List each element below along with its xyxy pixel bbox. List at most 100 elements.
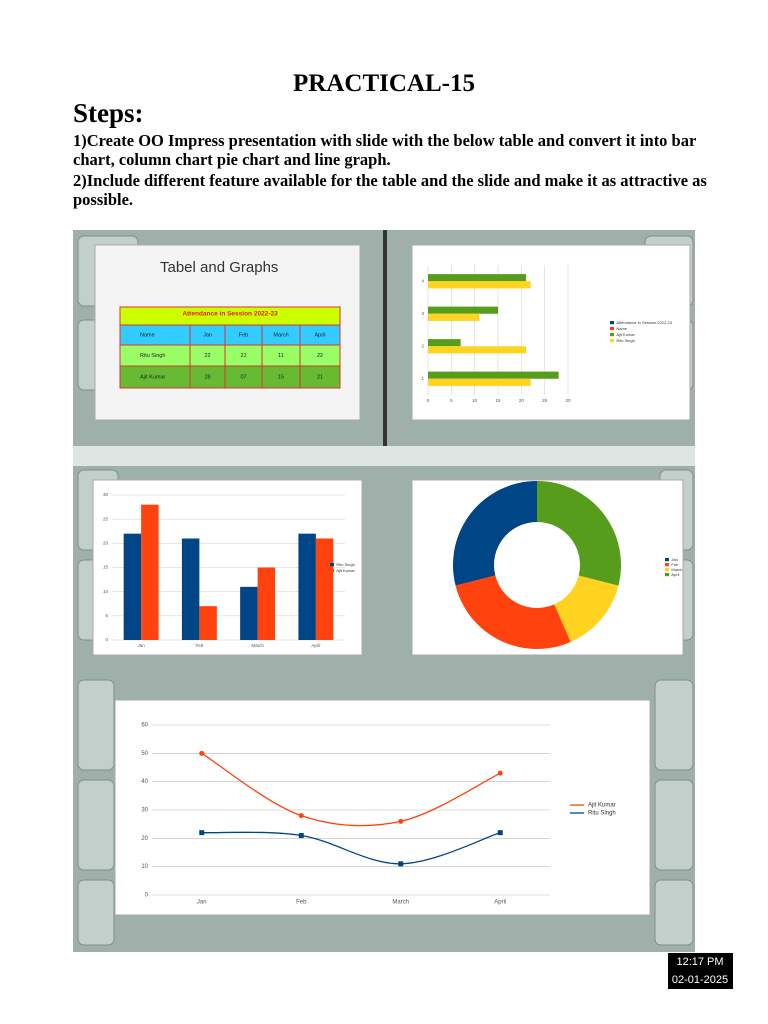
y-tick-label: 0 <box>145 893 149 899</box>
marker <box>398 861 404 867</box>
legend-swatch <box>330 563 334 567</box>
x-tick-label: 0 <box>427 398 430 403</box>
marker <box>398 818 404 824</box>
legend-label: Ajit Kumar <box>616 332 635 337</box>
table: Attendance in Session 2022-23 Name Jan Feb M… <box>119 306 341 389</box>
pie-slice <box>537 481 621 586</box>
y-tick-label: 4 <box>421 278 424 283</box>
table-cell <box>299 365 341 389</box>
legend-label: Attendance in Session 2022-23 <box>616 320 672 325</box>
legend-label: Ritu Singh <box>616 338 634 343</box>
table-cell-text: 21 <box>240 353 246 359</box>
x-tick-label: Jan <box>197 900 207 906</box>
table-cell-text: April <box>314 332 325 338</box>
legend-swatch <box>610 327 614 331</box>
legend-label: Jan <box>671 557 677 562</box>
x-tick-label: 30 <box>565 398 571 403</box>
y-tick-label: 3 <box>421 311 424 316</box>
pie-slice <box>554 575 619 642</box>
line <box>201 752 501 827</box>
bar <box>428 371 559 379</box>
table-cell-text: 11 <box>278 353 284 359</box>
legend-label: Ritu Singh <box>588 811 616 817</box>
table-cell-text: Feb <box>239 332 248 338</box>
table-cell-text: 21 <box>317 374 323 380</box>
table-caption: Attendance in Session 2022-23 <box>182 311 278 318</box>
table-cell <box>119 324 191 346</box>
bar <box>428 274 526 282</box>
y-tick-label: 25 <box>103 516 109 521</box>
y-tick-label: 30 <box>103 492 109 497</box>
y-tick-label: 20 <box>141 836 148 842</box>
date: 02-01-2025 <box>672 974 728 986</box>
legend-swatch <box>610 339 614 343</box>
doc-title: PRACTICAL-15 <box>293 70 475 97</box>
y-tick-label: 0 <box>105 637 108 642</box>
legend-label: Feb <box>671 562 679 567</box>
bar <box>428 281 531 289</box>
legend-swatch <box>610 333 614 337</box>
y-tick-label: 15 <box>103 565 109 570</box>
bar <box>315 538 334 640</box>
y-tick-label: 5 <box>105 613 108 618</box>
x-tick-label: March <box>251 643 264 648</box>
legend-swatch <box>665 563 669 567</box>
x-tick-label: April <box>311 643 320 648</box>
x-tick-label: Feb <box>296 900 307 906</box>
bar <box>123 533 142 640</box>
legend-swatch <box>610 321 614 325</box>
line <box>201 831 501 865</box>
table-cell-text: Ritu Singh <box>140 353 165 359</box>
bar <box>428 313 480 321</box>
pie-slice <box>455 575 571 649</box>
legend-swatch <box>665 568 669 572</box>
table-cell-text: March <box>273 332 288 338</box>
x-tick-label: 5 <box>450 398 453 403</box>
y-tick-label: 50 <box>141 751 148 757</box>
y-tick-label: 10 <box>103 589 109 594</box>
gap <box>73 446 695 466</box>
marker <box>497 830 503 836</box>
slide-title: Tabel and Graphs <box>160 259 278 276</box>
legend-label: Name <box>616 326 627 331</box>
x-tick-label: 10 <box>472 398 478 403</box>
x-tick-label: 25 <box>542 398 548 403</box>
x-tick-label: Jan <box>137 643 145 648</box>
table-cell-text: 15 <box>278 374 284 380</box>
bar <box>181 538 200 640</box>
legend-label: April <box>671 572 679 577</box>
table-cell-text: 22 <box>317 353 323 359</box>
y-tick-label: 1 <box>421 376 424 381</box>
table-cell-text: 07 <box>240 374 246 380</box>
y-tick-label: 60 <box>141 723 148 729</box>
y-tick-label: 20 <box>103 541 109 546</box>
y-tick-label: 2 <box>421 343 424 348</box>
legend-label: Ajit Kumar <box>336 568 355 573</box>
table-cell-text: Ajit Kumar <box>140 374 166 380</box>
bar <box>298 533 316 640</box>
bar <box>428 346 526 354</box>
time: 12:17 PM <box>676 956 723 968</box>
x-tick-label: April <box>494 900 506 906</box>
table-cell-text: 28 <box>204 374 210 380</box>
divider <box>383 230 387 446</box>
marker <box>298 813 304 819</box>
x-tick-label: 20 <box>519 398 525 403</box>
table-cell-text: 22 <box>204 353 210 359</box>
legend-label: Ritu Singh <box>336 562 354 567</box>
table-cell-text: Name <box>140 332 155 338</box>
steps-heading: Steps: <box>73 98 144 128</box>
step: 2)Include different feature available fo… <box>73 171 707 209</box>
legend-label: March <box>671 567 682 572</box>
bar <box>428 378 531 386</box>
x-tick-label: Feb <box>195 643 203 648</box>
marker <box>298 833 304 838</box>
bar <box>240 586 258 640</box>
legend-swatch <box>665 558 669 562</box>
x-tick-label: 15 <box>495 398 501 403</box>
table-cell-text: Jan <box>203 332 212 338</box>
step: 1)Create OO Impress presentation with sl… <box>73 131 697 169</box>
marker <box>199 750 205 756</box>
